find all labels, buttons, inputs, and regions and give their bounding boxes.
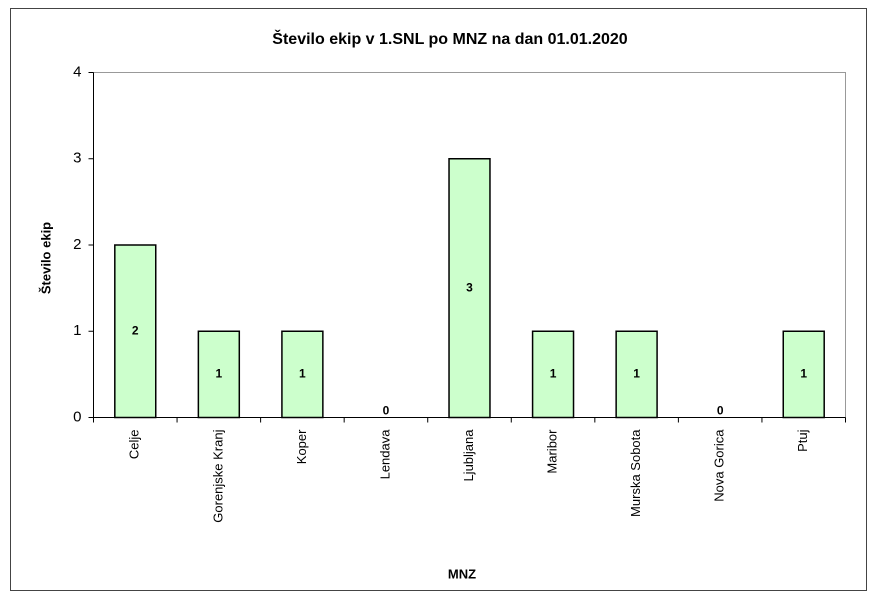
data-label: 0 (383, 404, 390, 418)
bar (281, 330, 324, 419)
x-tick-label: Koper (294, 429, 309, 464)
y-tick-label: 0 (73, 408, 81, 425)
data-label: 1 (800, 367, 807, 381)
bar (782, 330, 825, 419)
bar (448, 158, 491, 419)
x-tick-label: Celje (127, 430, 142, 460)
bar (531, 330, 575, 419)
bar (197, 330, 241, 419)
y-axis-title: Število ekip (38, 222, 53, 294)
data-label: 1 (550, 367, 557, 381)
data-label: 3 (466, 280, 473, 294)
x-tick-label: Gorenjske Kranj (210, 429, 225, 522)
x-tick-label: Murska Sobota (628, 429, 643, 517)
bar (114, 244, 157, 419)
x-tick-label: Lendava (377, 429, 392, 480)
data-label: 0 (717, 404, 724, 418)
data-label: 1 (299, 367, 306, 381)
y-tick-label: 4 (73, 63, 81, 80)
bar (615, 330, 658, 419)
data-label: 2 (132, 323, 139, 337)
y-tick-label: 3 (73, 150, 81, 167)
data-label: 1 (215, 367, 222, 381)
y-tick-label: 2 (73, 236, 81, 253)
x-tick-label: Ljubljana (461, 429, 476, 482)
y-tick-label: 1 (73, 322, 81, 339)
x-tick-label: Nova Gorica (712, 429, 727, 502)
data-label: 1 (633, 367, 640, 381)
x-tick-label: Ptuj (795, 429, 810, 452)
x-axis-title: MNZ (448, 566, 476, 581)
chart-title: Število ekip v 1.SNL po MNZ na dan 01.01… (272, 29, 627, 48)
x-tick-label: Maribor (544, 429, 559, 474)
